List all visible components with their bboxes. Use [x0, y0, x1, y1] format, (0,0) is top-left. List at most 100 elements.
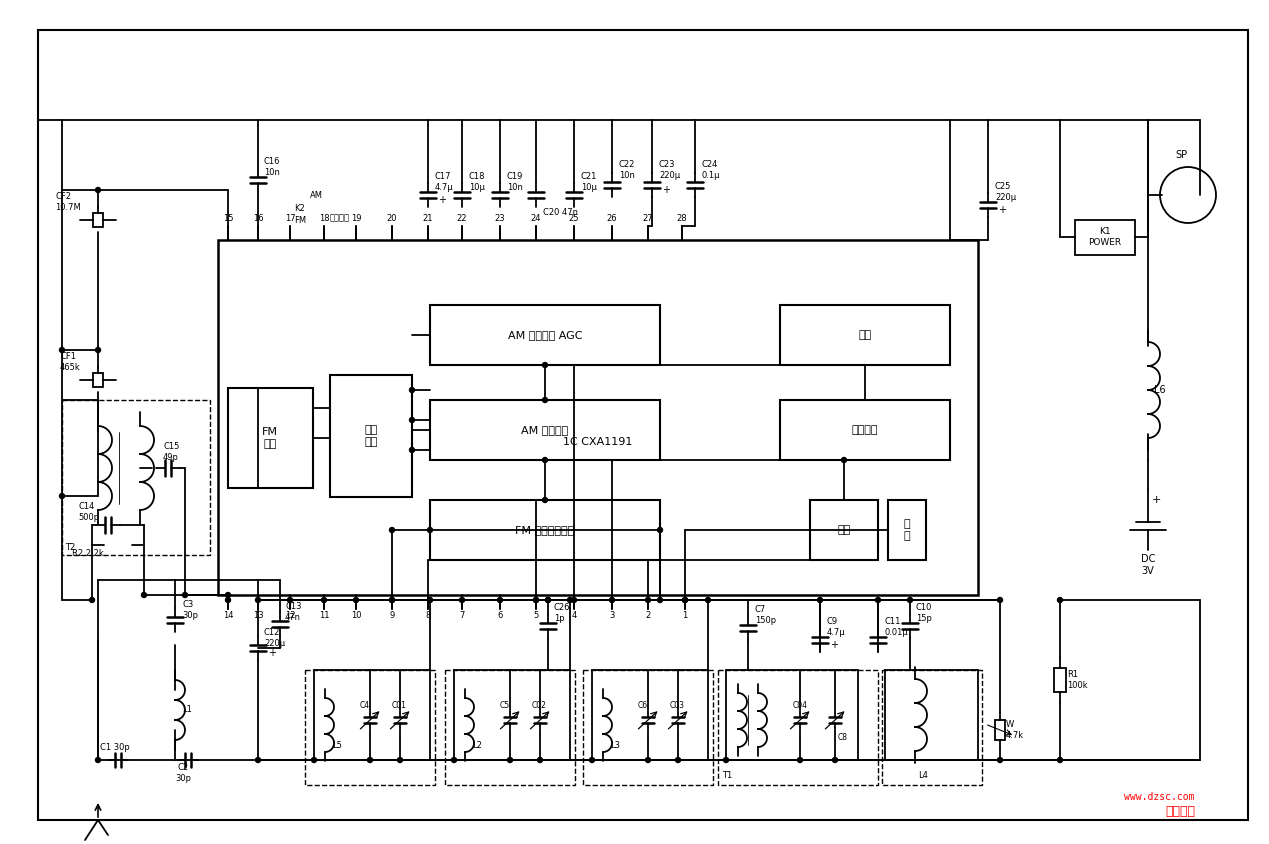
Text: C5: C5 [500, 701, 510, 710]
Text: 5: 5 [533, 610, 538, 619]
Bar [810, 500, 878, 560]
Circle shape [543, 457, 547, 463]
Text: 17: 17 [284, 214, 296, 223]
Text: 8: 8 [425, 610, 430, 619]
Text: 20: 20 [387, 214, 397, 223]
Bar [882, 670, 982, 785]
Bar [780, 305, 950, 365]
Text: T1: T1 [722, 771, 732, 780]
Circle shape [907, 598, 912, 603]
Circle shape [60, 348, 65, 353]
Text: 21: 21 [423, 214, 433, 223]
Circle shape [997, 598, 1003, 603]
Circle shape [723, 758, 728, 762]
Text: 15: 15 [223, 214, 233, 223]
Circle shape [410, 387, 415, 392]
Circle shape [543, 363, 547, 367]
Circle shape [706, 598, 711, 603]
Text: 14: 14 [223, 610, 233, 619]
Bar [718, 670, 878, 785]
Text: 静
噪: 静 噪 [904, 519, 910, 541]
Circle shape [60, 494, 65, 499]
Text: 鉴频: 鉴频 [838, 525, 850, 535]
Circle shape [508, 758, 513, 762]
Circle shape [590, 758, 594, 762]
Text: C3
30p: C3 30p [181, 600, 198, 619]
Text: 26: 26 [607, 214, 617, 223]
Circle shape [183, 592, 188, 598]
Text: AM 混频本振: AM 混频本振 [522, 425, 569, 435]
Text: C22
10n: C22 10n [619, 160, 636, 180]
Text: L3: L3 [610, 740, 621, 749]
Text: C19
10n: C19 10n [508, 172, 523, 192]
Text: L2: L2 [472, 740, 482, 749]
Circle shape [657, 528, 662, 533]
Circle shape [95, 187, 100, 192]
Text: C10
15p: C10 15p [916, 603, 933, 623]
Circle shape [390, 528, 395, 533]
Text: CF1
465k: CF1 465k [60, 352, 81, 371]
Circle shape [368, 758, 373, 762]
Circle shape [543, 497, 547, 502]
Circle shape [255, 758, 260, 762]
Text: www.dzsc.com: www.dzsc.com [1124, 792, 1195, 802]
Text: C6: C6 [638, 701, 648, 710]
Text: 24: 24 [530, 214, 542, 223]
Bar [305, 670, 435, 785]
Circle shape [390, 598, 395, 603]
Circle shape [497, 598, 503, 603]
Circle shape [646, 598, 651, 603]
Circle shape [390, 598, 395, 603]
Text: L5: L5 [332, 740, 341, 749]
Bar [93, 373, 103, 387]
Text: C03: C03 [670, 701, 685, 710]
Text: 维库一下: 维库一下 [1165, 805, 1195, 818]
Text: K1
POWER: K1 POWER [1089, 227, 1122, 246]
Text: FM: FM [294, 215, 306, 225]
Bar [888, 500, 926, 560]
Bar [430, 400, 660, 460]
Bar [582, 670, 713, 785]
Circle shape [646, 758, 651, 762]
Text: 12: 12 [284, 610, 296, 619]
Circle shape [428, 528, 433, 533]
Circle shape [255, 577, 260, 582]
Text: C18
10μ: C18 10μ [470, 172, 486, 192]
Text: C13
47n: C13 47n [286, 603, 302, 622]
Text: 27: 27 [642, 214, 654, 223]
Text: C24
0.1μ: C24 0.1μ [702, 160, 721, 180]
Circle shape [657, 598, 662, 603]
Text: 13: 13 [253, 610, 263, 619]
Circle shape [841, 457, 846, 463]
Circle shape [311, 758, 316, 762]
Circle shape [546, 598, 551, 603]
Text: C01: C01 [392, 701, 407, 710]
Text: R1
100k: R1 100k [1067, 670, 1088, 690]
Circle shape [797, 758, 802, 762]
Text: 4: 4 [571, 610, 576, 619]
Text: 1C CXA1191: 1C CXA1191 [563, 437, 633, 447]
Text: 2: 2 [646, 610, 651, 619]
Text: R2 2.2k: R2 2.2k [72, 549, 104, 558]
Text: W
4.7k: W 4.7k [1006, 720, 1024, 739]
Text: C8: C8 [838, 733, 848, 742]
Text: L6: L6 [1154, 385, 1166, 395]
Text: C2
30p: C2 30p [175, 763, 192, 782]
Text: DC
3V: DC 3V [1141, 555, 1155, 576]
Text: C25
220μ: C25 220μ [995, 182, 1016, 202]
Circle shape [832, 758, 838, 762]
Circle shape [397, 758, 402, 762]
Text: 11: 11 [319, 610, 329, 619]
Text: 9: 9 [390, 610, 395, 619]
Text: +: + [1152, 495, 1161, 505]
Bar [430, 500, 660, 560]
Circle shape [571, 598, 576, 603]
Bar [1075, 220, 1134, 255]
Circle shape [95, 758, 100, 762]
Text: K2: K2 [294, 203, 305, 213]
Circle shape [428, 598, 433, 603]
Bar [1053, 668, 1066, 692]
Text: 18: 18 [319, 214, 330, 223]
Circle shape [95, 348, 100, 353]
Text: C04: C04 [793, 701, 808, 710]
